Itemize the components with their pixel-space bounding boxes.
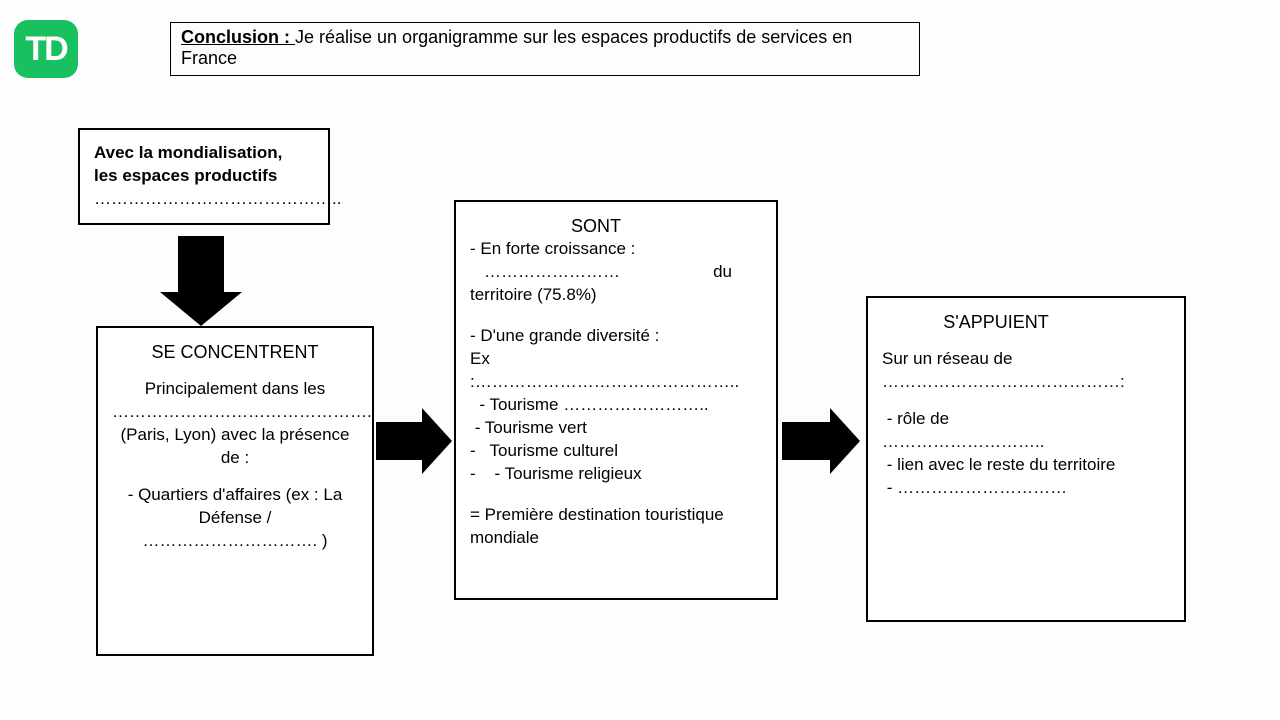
box2-p3: - Quartiers d'affaires (ex : La Défense … xyxy=(112,484,358,530)
box3-l4: - D'une grande diversité : xyxy=(470,325,762,348)
title-label: Conclusion : xyxy=(181,27,295,47)
arrow-down-head xyxy=(160,292,242,326)
node-sont: SONT - En forte croissance : ……………………du … xyxy=(454,200,778,600)
arrow-right-2 xyxy=(782,422,832,460)
box3-l2: ……………………du xyxy=(470,261,762,284)
box2-p2: (Paris, Lyon) avec la présence de : xyxy=(112,424,358,470)
box1-line1: Avec la mondialisation, xyxy=(94,143,282,162)
box4-l4: ……………………….. xyxy=(882,431,1170,454)
title-box: Conclusion : Je réalise un organigramme … xyxy=(170,22,920,76)
box3-l5: Ex :……………………………………….. xyxy=(470,348,762,394)
box2-blank2: …………………………. ) xyxy=(112,530,358,553)
box4-l6: - ………………………… xyxy=(882,477,1170,500)
box3-l6: - Tourisme …………………….. xyxy=(470,394,762,417)
arrow-right-1-head xyxy=(422,408,452,474)
box1-blank: …………………………………….. xyxy=(94,188,314,211)
box4-l5: - lien avec le reste du territoire xyxy=(882,454,1170,477)
box2-heading: SE CONCENTRENT xyxy=(112,340,358,364)
td-logo-text: TD xyxy=(25,30,66,69)
arrow-down xyxy=(178,236,224,294)
box2-p1: Principalement dans les xyxy=(112,378,358,401)
td-logo: TD xyxy=(14,20,78,78)
box4-l1: Sur un réseau de xyxy=(882,348,1170,371)
box3-l10: = Première destination touristique mondi… xyxy=(470,504,762,550)
arrow-right-2-head xyxy=(830,408,860,474)
box4-l3: - rôle de xyxy=(882,408,1170,431)
box1-line2: les espaces productifs xyxy=(94,166,277,185)
box3-l1: - En forte croissance : xyxy=(470,238,762,261)
box3-l7: - Tourisme vert xyxy=(470,417,762,440)
node-mondialisation: Avec la mondialisation, les espaces prod… xyxy=(78,128,330,225)
arrow-right-1 xyxy=(376,422,424,460)
box4-heading: S'APPUIENT xyxy=(822,310,1170,334)
box2-blank1: ………………………………………. xyxy=(112,401,358,424)
box3-l3: territoire (75.8%) xyxy=(470,284,762,307)
node-sappuient: S'APPUIENT Sur un réseau de ………………………………… xyxy=(866,296,1186,622)
box3-heading: SONT xyxy=(430,214,762,238)
node-se-concentrent: SE CONCENTRENT Principalement dans les …… xyxy=(96,326,374,656)
box4-l2: ……………………………………: xyxy=(882,371,1170,394)
box3-l8: - Tourisme culturel xyxy=(470,440,762,463)
box3-l9: - - Tourisme religieux xyxy=(470,463,762,486)
